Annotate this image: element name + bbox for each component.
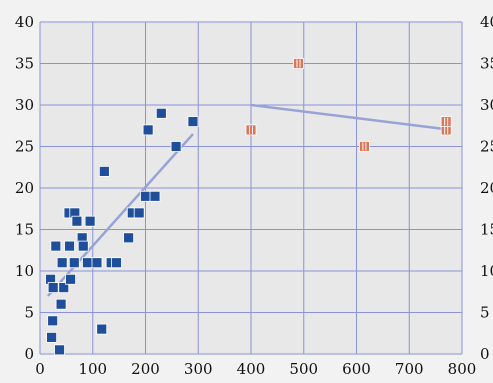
grid-lines bbox=[39, 21, 463, 355]
data-points bbox=[45, 58, 452, 356]
x-axis-ticks: 0 100 200 300 400 500 600 700 800 bbox=[35, 360, 476, 378]
x-tick-label-4: 400 bbox=[237, 360, 266, 378]
y-tick-label-left-5: 25 bbox=[15, 138, 34, 156]
y-tick-label-right-4: 20 bbox=[480, 179, 493, 197]
series-0-point-19 bbox=[91, 257, 103, 269]
y-tick-label-right-1: 5 bbox=[480, 304, 490, 322]
series-0-point-2 bbox=[47, 315, 59, 327]
y-tick-label-right-0: 0 bbox=[480, 345, 490, 363]
series-0-point-18 bbox=[84, 215, 96, 227]
y-tick-label-right-7: 35 bbox=[480, 55, 493, 73]
x-tick-label-5: 500 bbox=[289, 360, 318, 378]
series-0-point-7 bbox=[56, 257, 68, 269]
y-tick-label-right-6: 30 bbox=[480, 96, 493, 114]
series-0-point-16 bbox=[77, 240, 89, 252]
series-0-point-28 bbox=[142, 124, 154, 136]
series-0-point-29 bbox=[149, 190, 161, 202]
series-1-point-2 bbox=[359, 141, 370, 152]
x-tick-label-3: 300 bbox=[184, 360, 213, 378]
y-tick-label-left-1: 5 bbox=[24, 304, 34, 322]
trend-line-1 bbox=[250, 103, 452, 132]
trend-line-0 bbox=[46, 133, 194, 297]
series-0-point-5 bbox=[54, 344, 65, 356]
series-0-point-10 bbox=[64, 240, 75, 252]
x-tick-label-8: 800 bbox=[448, 360, 477, 378]
x-tick-label-6: 600 bbox=[342, 360, 371, 378]
y-tick-label-right-2: 10 bbox=[480, 262, 493, 280]
y-tick-label-left-4: 20 bbox=[15, 179, 34, 197]
series-1-point-4 bbox=[440, 116, 452, 127]
series-0-point-23 bbox=[111, 257, 122, 269]
series-0-point-26 bbox=[133, 207, 145, 219]
series-0-point-14 bbox=[71, 215, 83, 227]
y-tick-label-left-0: 0 bbox=[24, 345, 34, 363]
y-tick-label-left-3: 15 bbox=[15, 221, 34, 239]
y-tick-label-left-2: 10 bbox=[15, 262, 34, 280]
series-0-point-27 bbox=[140, 190, 151, 202]
series-0-point-11 bbox=[65, 273, 76, 285]
x-tick-label-0: 0 bbox=[35, 360, 45, 378]
series-0-point-21 bbox=[98, 165, 110, 177]
series-0-point-32 bbox=[187, 116, 199, 127]
series-0-point-20 bbox=[96, 323, 108, 335]
x-tick-label-1: 100 bbox=[78, 360, 107, 378]
x-tick-label-7: 700 bbox=[395, 360, 424, 378]
series-0-point-6 bbox=[55, 298, 67, 310]
series-0-point-17 bbox=[82, 257, 93, 269]
y-tick-label-left-8: 40 bbox=[15, 13, 34, 31]
x-tick-label-2: 200 bbox=[131, 360, 160, 378]
series-0-point-1 bbox=[46, 331, 58, 343]
series-0-point-8 bbox=[58, 282, 70, 294]
series-0-point-31 bbox=[170, 141, 182, 152]
y-tick-label-right-3: 15 bbox=[480, 221, 493, 239]
series-1-point-1 bbox=[293, 58, 304, 69]
y-tick-label-left-7: 35 bbox=[15, 55, 34, 73]
series-0-point-30 bbox=[155, 107, 167, 119]
y-tick-label-right-5: 25 bbox=[480, 138, 493, 156]
series-1-point-0 bbox=[245, 124, 257, 136]
series-0-point-24 bbox=[123, 232, 135, 244]
series-0-point-12 bbox=[68, 257, 80, 269]
y-tick-label-right-8: 40 bbox=[480, 13, 493, 31]
trend-lines bbox=[46, 103, 452, 297]
series-0-point-4 bbox=[50, 240, 62, 252]
y-tick-label-left-6: 30 bbox=[15, 96, 34, 114]
y-axis-right-ticks: 0 5 10 15 20 25 30 35 40 bbox=[480, 13, 493, 363]
y-axis-left-ticks: 0 5 10 15 20 25 30 35 40 bbox=[15, 13, 34, 363]
series-0-point-3 bbox=[47, 282, 59, 294]
